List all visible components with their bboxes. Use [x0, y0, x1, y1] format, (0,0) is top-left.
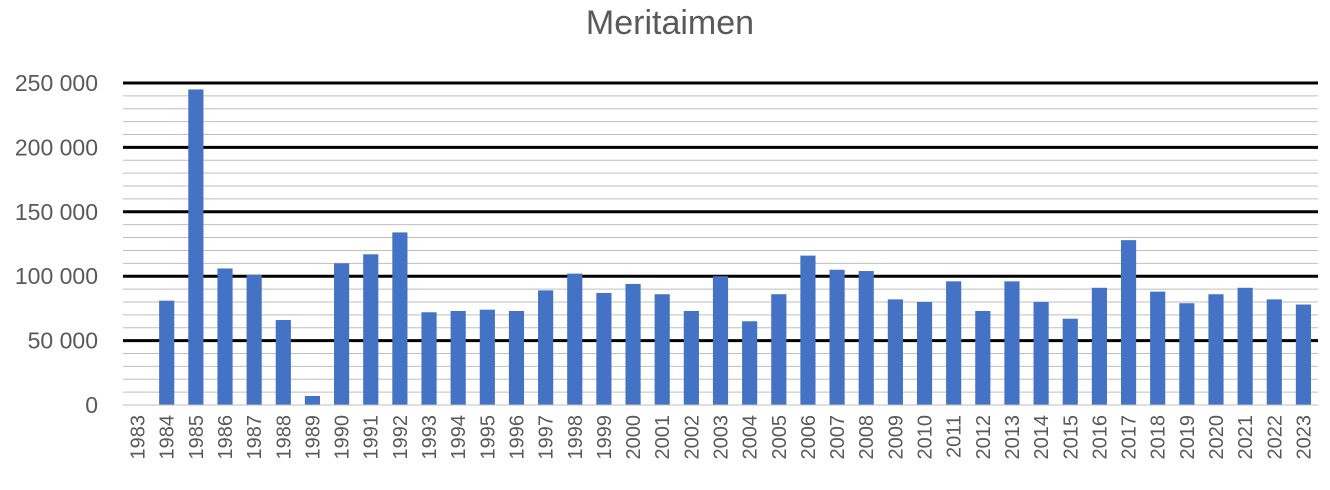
- x-tick-label: 2008: [856, 415, 878, 460]
- bar-2018: [1150, 291, 1166, 405]
- bar-2009: [887, 299, 903, 405]
- x-tick-label: 2001: [652, 415, 674, 460]
- bar-1992: [392, 232, 408, 405]
- x-tick-label: 2012: [973, 415, 995, 460]
- bar-1990: [334, 263, 350, 405]
- x-tick-label: 2004: [740, 415, 762, 460]
- bar-2017: [1120, 240, 1137, 405]
- x-tick-label: 2014: [1031, 415, 1053, 460]
- x-tick-label: 2006: [798, 415, 820, 460]
- minor-gridlines: [123, 95, 1318, 393]
- bar-1989: [304, 395, 321, 405]
- y-tick-label: 150 000: [15, 199, 98, 225]
- bar-1986: [217, 268, 233, 405]
- x-tick-label: 2021: [1235, 415, 1257, 460]
- bar-2013: [1004, 281, 1020, 405]
- x-tick-label: 2010: [915, 415, 937, 460]
- bar-2003: [712, 276, 729, 405]
- x-tick-label: 2017: [1119, 415, 1141, 460]
- x-tick-label: 1996: [506, 415, 528, 460]
- bar-1984: [159, 300, 175, 405]
- bar-1995: [479, 309, 495, 405]
- x-tick-label: 2016: [1089, 415, 1111, 460]
- y-tick-label: 200 000: [15, 134, 98, 160]
- bar-2012: [975, 310, 991, 405]
- x-tick-label: 2013: [1002, 415, 1024, 460]
- x-tick-label: 2002: [681, 415, 703, 460]
- x-tick-label: 1993: [419, 415, 441, 460]
- x-tick-label: 1985: [186, 415, 208, 460]
- x-tick-label: 2011: [944, 415, 966, 458]
- x-tick-label: 1983: [128, 415, 150, 460]
- x-tick-label: 2000: [623, 415, 645, 460]
- bar-2006: [800, 255, 816, 405]
- x-tick-label: 1984: [157, 415, 179, 460]
- x-tick-label: 2005: [769, 415, 791, 460]
- bar-2014: [1033, 301, 1049, 405]
- x-tick-label: 2023: [1293, 415, 1315, 460]
- bar-2000: [625, 283, 641, 405]
- x-tick-label: 1998: [565, 415, 587, 460]
- x-tick-label: 1991: [361, 415, 383, 460]
- bar-2022: [1266, 299, 1282, 405]
- x-tick-label: 1997: [536, 415, 558, 460]
- x-tick-label: 2009: [885, 415, 907, 460]
- bar-1999: [596, 292, 612, 405]
- y-axis: 0 50 000 100 000 150 000 200 000 250 000: [15, 70, 98, 418]
- y-tick-label: 250 000: [15, 70, 98, 96]
- bar-1993: [421, 312, 437, 405]
- x-tick-label: 2015: [1060, 415, 1082, 460]
- bar-1988: [275, 319, 291, 405]
- bar-1994: [450, 310, 466, 405]
- bar-2020: [1208, 294, 1224, 405]
- bar-2004: [742, 321, 758, 405]
- bar-1996: [508, 310, 525, 405]
- bar-2005: [771, 294, 787, 405]
- x-tick-label: 2022: [1264, 415, 1286, 460]
- bar-1991: [363, 254, 379, 405]
- x-tick-label: 1995: [477, 415, 499, 460]
- x-tick-label: 1994: [448, 415, 470, 460]
- x-tick-label: 1989: [302, 415, 324, 460]
- x-tick-label: 1988: [273, 415, 295, 460]
- bar-2002: [683, 310, 699, 405]
- y-tick-label: 50 000: [28, 328, 98, 354]
- y-tick-label: 100 000: [15, 263, 98, 289]
- bar-2011: [946, 281, 962, 405]
- x-tick-label: 1999: [594, 415, 616, 460]
- x-tick-label: 2020: [1206, 415, 1228, 460]
- x-tick-label: 2007: [827, 415, 849, 460]
- bar-1998: [567, 273, 583, 405]
- x-tick-label: 2003: [711, 415, 733, 460]
- x-tick-label: 2018: [1148, 415, 1170, 460]
- x-tick-label: 1992: [390, 415, 412, 460]
- x-tick-label: 2019: [1177, 415, 1199, 460]
- bar-2008: [858, 271, 874, 405]
- bar-2021: [1237, 287, 1253, 405]
- x-axis: 1983 1984 1985 1986 1987 1988 1989 1990 1991 1992…: [123, 404, 1318, 460]
- x-tick-label: 1987: [244, 415, 266, 460]
- x-tick-label: 1990: [332, 415, 354, 460]
- chart-title: Meritaimen: [586, 4, 754, 42]
- bar-1987: [246, 274, 262, 405]
- x-tick-label: 1986: [215, 415, 237, 460]
- bar-2016: [1091, 287, 1107, 405]
- bar-2007: [829, 269, 845, 405]
- bar-2023: [1295, 304, 1312, 405]
- bar-1997: [538, 290, 554, 405]
- bar-2010: [916, 301, 933, 405]
- y-tick-label: 0: [85, 392, 98, 418]
- bar-2015: [1062, 318, 1078, 405]
- bar-2019: [1179, 303, 1195, 405]
- bars: [159, 89, 1312, 405]
- bar-1985: [188, 89, 204, 405]
- bar-2001: [654, 294, 670, 405]
